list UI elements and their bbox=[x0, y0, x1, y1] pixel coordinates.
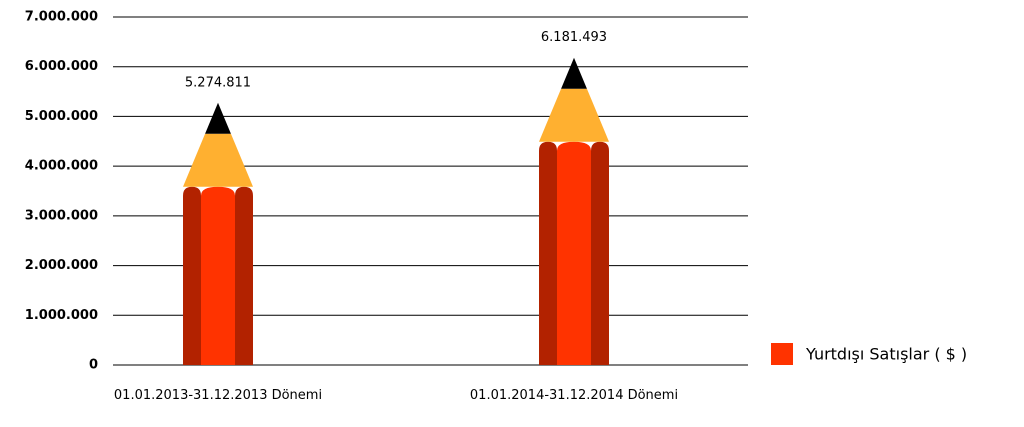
pencil-body bbox=[591, 142, 609, 365]
pencil-body bbox=[539, 142, 557, 365]
pencil-body bbox=[201, 187, 235, 365]
y-tick-label: 0 bbox=[89, 358, 98, 373]
pencil-bar bbox=[183, 103, 253, 365]
y-tick-label: 5.000.000 bbox=[25, 109, 98, 124]
x-tick-label: 01.01.2013-31.12.2013 Dönemi bbox=[113, 388, 323, 403]
legend-label: Yurtdışı Satışlar ( $ ) bbox=[805, 345, 967, 364]
legend-swatch bbox=[771, 343, 793, 365]
pencil-wood bbox=[539, 89, 609, 142]
pencil-bar bbox=[539, 58, 609, 365]
pencil-tip bbox=[561, 58, 587, 89]
y-tick-label: 1.000.000 bbox=[25, 308, 98, 323]
pencil-tip bbox=[205, 103, 231, 134]
value-label: 5.274.811 bbox=[185, 75, 251, 90]
y-tick-label: 3.000.000 bbox=[25, 208, 98, 223]
y-tick-label: 7.000.000 bbox=[25, 10, 98, 25]
y-tick-label: 6.000.000 bbox=[25, 59, 98, 74]
value-label: 6.181.493 bbox=[541, 30, 607, 45]
pencil-wood bbox=[183, 134, 253, 187]
chart-page: 0 1.000.000 2.000.000 3.000.000 4.000.000 5.0… bbox=[0, 0, 1024, 427]
pencil-body bbox=[235, 187, 253, 365]
y-tick-label: 2.000.000 bbox=[25, 258, 98, 273]
x-tick-label: 01.01.2014-31.12.2014 Dönemi bbox=[469, 388, 679, 403]
pencil-body bbox=[183, 187, 201, 365]
chart: 0 1.000.000 2.000.000 3.000.000 4.000.000 5.0… bbox=[0, 0, 1024, 427]
y-tick-label: 4.000.000 bbox=[25, 159, 98, 174]
pencil-body bbox=[557, 142, 591, 365]
